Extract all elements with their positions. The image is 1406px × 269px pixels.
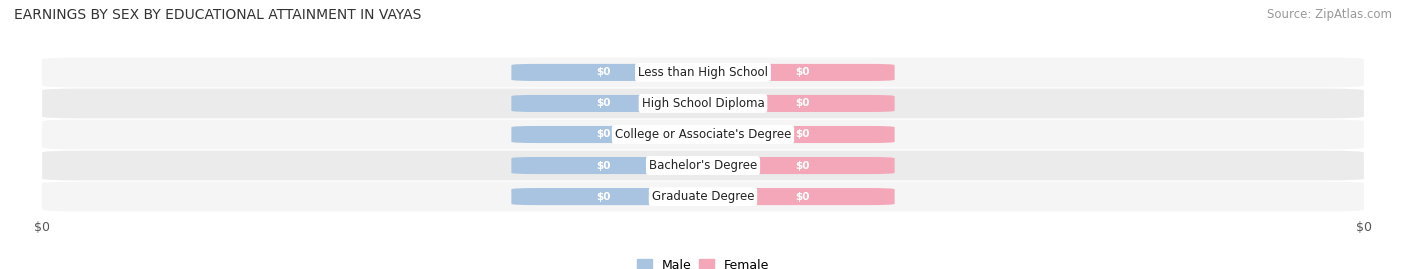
FancyBboxPatch shape — [512, 126, 696, 143]
FancyBboxPatch shape — [42, 182, 1364, 211]
FancyBboxPatch shape — [42, 58, 1364, 87]
Text: EARNINGS BY SEX BY EDUCATIONAL ATTAINMENT IN VAYAS: EARNINGS BY SEX BY EDUCATIONAL ATTAINMEN… — [14, 8, 422, 22]
FancyBboxPatch shape — [512, 64, 696, 81]
FancyBboxPatch shape — [42, 151, 1364, 180]
FancyBboxPatch shape — [512, 188, 696, 205]
Text: $0: $0 — [596, 68, 612, 77]
Text: $0: $0 — [794, 192, 810, 201]
FancyBboxPatch shape — [710, 64, 894, 81]
Text: $0: $0 — [794, 161, 810, 171]
Legend: Male, Female: Male, Female — [631, 254, 775, 269]
Text: Source: ZipAtlas.com: Source: ZipAtlas.com — [1267, 8, 1392, 21]
FancyBboxPatch shape — [42, 120, 1364, 149]
FancyBboxPatch shape — [512, 157, 696, 174]
FancyBboxPatch shape — [42, 89, 1364, 118]
FancyBboxPatch shape — [710, 95, 894, 112]
Text: College or Associate's Degree: College or Associate's Degree — [614, 128, 792, 141]
Text: $0: $0 — [794, 129, 810, 140]
Text: $0: $0 — [794, 68, 810, 77]
Text: $0: $0 — [596, 98, 612, 108]
FancyBboxPatch shape — [512, 95, 696, 112]
FancyBboxPatch shape — [710, 188, 894, 205]
Text: Graduate Degree: Graduate Degree — [652, 190, 754, 203]
Text: $0: $0 — [596, 192, 612, 201]
Text: $0: $0 — [794, 98, 810, 108]
Text: Less than High School: Less than High School — [638, 66, 768, 79]
Text: High School Diploma: High School Diploma — [641, 97, 765, 110]
FancyBboxPatch shape — [710, 126, 894, 143]
Text: Bachelor's Degree: Bachelor's Degree — [650, 159, 756, 172]
Text: $0: $0 — [596, 161, 612, 171]
FancyBboxPatch shape — [710, 157, 894, 174]
Text: $0: $0 — [596, 129, 612, 140]
